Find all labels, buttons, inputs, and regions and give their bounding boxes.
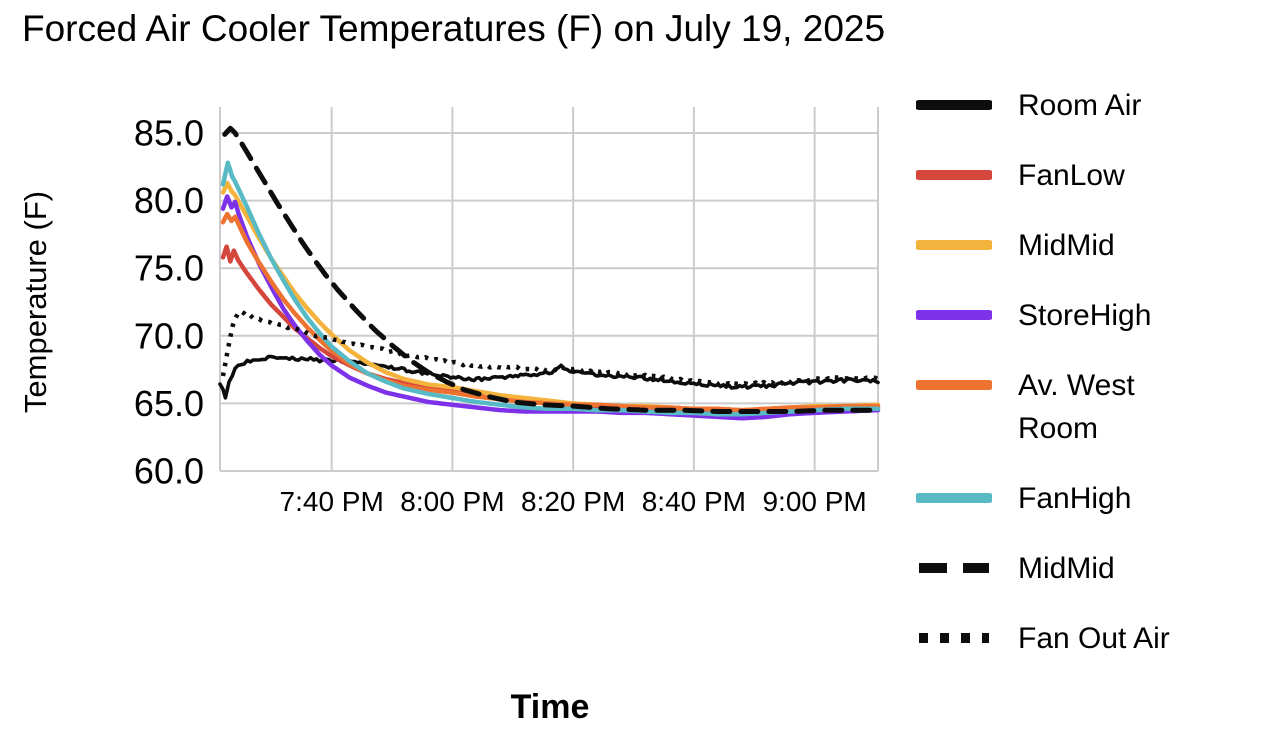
legend-item-storehigh: StoreHigh	[916, 294, 1256, 337]
series-line-room-air	[218, 354, 880, 400]
y-tick-label: 75.0	[134, 248, 204, 289]
legend-swatch-icon	[916, 240, 992, 250]
legend-swatch-icon	[919, 563, 989, 573]
legend-item-midmid: MidMid	[916, 547, 1256, 590]
legend-label: FanLow	[1018, 159, 1125, 192]
legend-swatch-icon	[916, 493, 992, 503]
legend-label: Fan Out Air	[1018, 622, 1170, 655]
legend-swatch-icon	[916, 170, 992, 180]
legend-label: Av. West Room	[1018, 369, 1135, 445]
y-axis-title: Temperature (F)	[18, 191, 53, 413]
legend-swatch-icon	[916, 310, 992, 320]
series-lines	[218, 125, 881, 421]
legend-label: FanHigh	[1018, 482, 1132, 515]
legend-label: StoreHigh	[1018, 299, 1152, 332]
chart-legend: Room Air FanLow MidMid StoreHigh Av. West Ro…	[916, 84, 1256, 660]
x-tick-label: 8:20 PM	[521, 486, 625, 517]
series-line-av-west-room	[220, 211, 881, 413]
legend-label: Room Air	[1018, 89, 1142, 122]
series-line-midmid	[220, 180, 881, 413]
legend-item-room-air: Room Air	[916, 84, 1256, 127]
x-tick-label: 8:40 PM	[642, 486, 746, 517]
y-tick-label: 85.0	[134, 113, 204, 154]
legend-swatch-icon	[919, 633, 989, 643]
legend-item-fan-out-air: Fan Out Air	[916, 617, 1256, 660]
legend-item-av-west-room: Av. West Room	[916, 364, 1256, 450]
chart-title: Forced Air Cooler Temperatures (F) on Ju…	[22, 8, 886, 49]
y-tick-label: 60.0	[134, 451, 204, 492]
axis-tick-labels: 85.0 80.0 75.0 70.0 65.0 60.0 7:40 PM 8:00 PM 8:…	[134, 113, 867, 518]
legend-label: MidMid	[1018, 552, 1115, 585]
y-tick-label: 65.0	[134, 383, 204, 424]
legend-swatch-icon	[916, 380, 992, 390]
y-tick-label: 80.0	[134, 180, 204, 221]
legend-label: MidMid	[1018, 229, 1115, 262]
x-axis-title: Time	[511, 688, 590, 726]
series-line-storehigh	[220, 194, 881, 421]
x-tick-label: 7:40 PM	[280, 486, 384, 517]
x-tick-label: 8:00 PM	[400, 486, 504, 517]
series-line-midmid	[222, 125, 881, 414]
legend-item-fanlow: FanLow	[916, 154, 1256, 197]
legend-item-fanhigh: FanHigh	[916, 477, 1256, 520]
y-tick-label: 70.0	[134, 315, 204, 356]
legend-item-midmid: MidMid	[916, 224, 1256, 267]
x-tick-label: 9:00 PM	[762, 486, 866, 517]
legend-swatch-icon	[916, 100, 992, 110]
